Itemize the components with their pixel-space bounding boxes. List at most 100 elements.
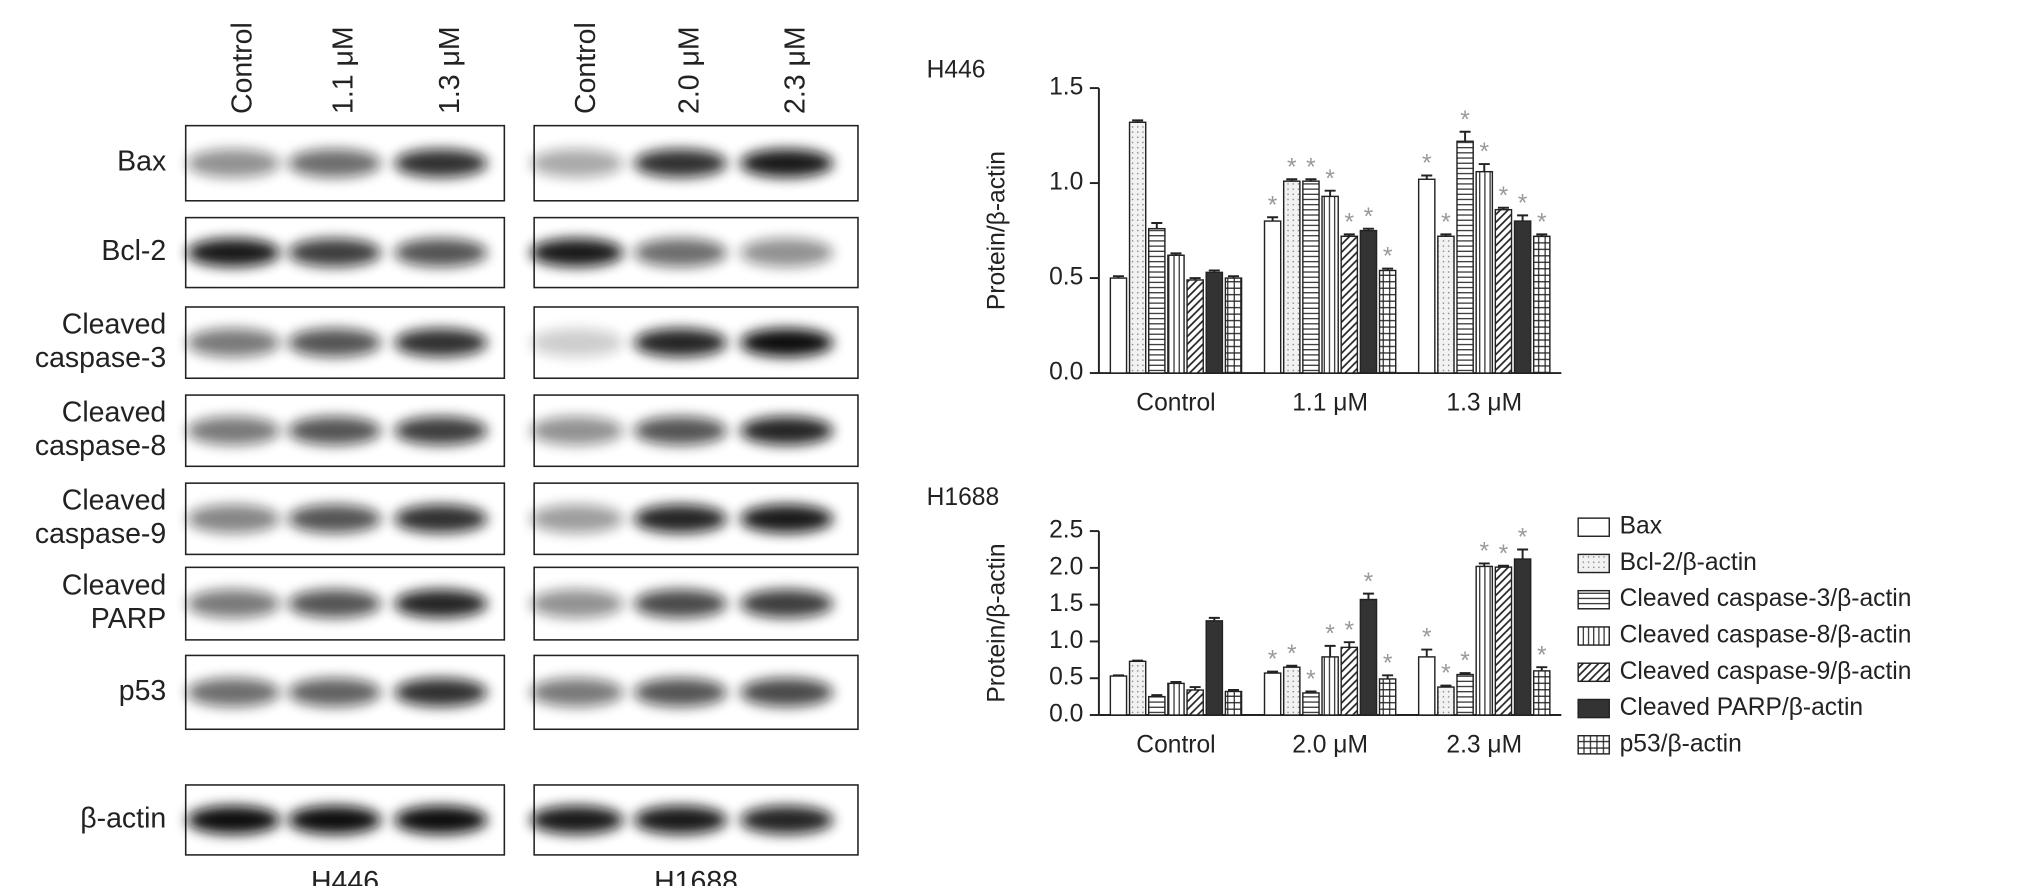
error-bar xyxy=(1305,690,1317,693)
bar xyxy=(1378,678,1397,716)
bar xyxy=(1128,121,1147,374)
blot-band xyxy=(740,416,834,445)
error-bar xyxy=(1112,674,1124,677)
blot-band xyxy=(740,805,834,835)
bar xyxy=(1147,695,1166,716)
significance-star: * xyxy=(1460,648,1470,675)
error-bar xyxy=(1305,178,1317,182)
legend-swatch xyxy=(1577,735,1610,755)
blot-band xyxy=(530,148,624,178)
blot-band xyxy=(633,328,728,357)
error-bar xyxy=(1324,644,1336,657)
significance-star: * xyxy=(1268,647,1278,674)
bar xyxy=(1263,672,1282,716)
bar xyxy=(1224,690,1243,716)
error-bar xyxy=(1189,277,1201,280)
y-axis-label: Protein/β-actin xyxy=(983,151,1010,310)
cell-line-label: H446 xyxy=(311,866,379,886)
blot-band xyxy=(530,238,624,267)
significance-star: * xyxy=(1287,154,1297,181)
significance-star: * xyxy=(1383,650,1393,677)
protein-label: Cleaved xyxy=(62,484,167,516)
error-bar xyxy=(1382,267,1394,271)
legend-swatch xyxy=(1577,553,1610,574)
bar xyxy=(1109,675,1128,716)
significance-star: * xyxy=(1460,107,1470,134)
protein-label: Bax xyxy=(117,146,166,178)
bar xyxy=(1167,254,1185,374)
y-tick-label: 0.0 xyxy=(1049,701,1083,728)
protein-label: β-actin xyxy=(80,802,166,834)
bar xyxy=(1205,271,1224,374)
bar xyxy=(1456,140,1474,374)
bar xyxy=(1282,666,1301,716)
x-tick-label: 1.3 μM xyxy=(1446,390,1522,417)
significance-star: * xyxy=(1518,191,1528,218)
error-bar xyxy=(1170,252,1182,256)
bar xyxy=(1456,673,1474,716)
error-bar xyxy=(1208,616,1220,621)
significance-star: * xyxy=(1344,617,1354,644)
significance-star: * xyxy=(1441,210,1451,237)
x-tick-label: 2.0 μM xyxy=(1292,732,1368,759)
bar xyxy=(1302,692,1320,716)
y-tick-label: 1.0 xyxy=(1049,169,1083,196)
bar xyxy=(1532,235,1551,374)
legend-label: Cleaved caspase-9/β-actin xyxy=(1620,658,1912,685)
error-bar xyxy=(1517,548,1529,560)
error-bar xyxy=(1478,163,1490,172)
blot-band xyxy=(186,148,281,178)
error-bar xyxy=(1343,233,1355,237)
y-tick-label: 2.5 xyxy=(1049,517,1083,544)
error-bar xyxy=(1459,130,1471,142)
legend: Bax Bcl-2/β-actin Cleaved caspase-3/β-acti… xyxy=(1577,513,1912,757)
blot-band xyxy=(530,504,624,534)
blot-band xyxy=(186,238,281,267)
bar xyxy=(1186,689,1204,716)
blot-band xyxy=(530,678,624,707)
y-tick-label: 1.5 xyxy=(1049,74,1083,101)
y-tick-label: 0.5 xyxy=(1049,264,1083,291)
blot-band xyxy=(740,148,834,178)
error-bar xyxy=(1132,119,1144,123)
error-bar xyxy=(1497,564,1509,568)
blot-band xyxy=(288,504,382,534)
x-tick-label: 1.1 μM xyxy=(1292,390,1368,417)
charts: H446 Protein/β-actin 0.0 0.5 1.0 1.5 Control 1.… xyxy=(927,57,1562,759)
error-bar xyxy=(1267,216,1279,222)
blot-band xyxy=(633,416,728,445)
blot-band xyxy=(186,805,281,835)
protein-label: caspase-8 xyxy=(35,430,166,462)
significance-star: * xyxy=(1441,661,1451,688)
significance-star: * xyxy=(1344,210,1354,237)
error-bar xyxy=(1286,664,1298,668)
significance-star: * xyxy=(1287,641,1297,668)
chart-title: H1688 xyxy=(927,484,1000,511)
significance-star: * xyxy=(1364,204,1374,231)
y-tick-label: 2.0 xyxy=(1049,553,1083,580)
legend-label: Bcl-2/β-actin xyxy=(1620,549,1757,576)
blot-band xyxy=(186,328,281,357)
blot-band xyxy=(288,805,382,835)
protein-label: caspase-3 xyxy=(35,342,166,374)
error-bar xyxy=(1324,189,1336,197)
significance-star: * xyxy=(1325,621,1335,648)
blot-band xyxy=(633,589,728,618)
error-bar xyxy=(1517,214,1529,222)
blot-band xyxy=(530,416,624,445)
bar xyxy=(1282,180,1301,374)
error-bar xyxy=(1362,592,1374,600)
protein-label: Cleaved xyxy=(62,396,167,428)
y-axis-label: Protein/β-actin xyxy=(983,543,1010,702)
protein-label: caspase-9 xyxy=(35,518,166,550)
legend-label: Bax xyxy=(1620,513,1663,540)
blot-band xyxy=(288,238,382,267)
significance-star: * xyxy=(1422,151,1432,178)
blot-band xyxy=(394,504,488,534)
error-bar xyxy=(1112,275,1124,279)
blot-band xyxy=(394,148,488,178)
blot-band xyxy=(740,678,834,707)
legend-label: Cleaved PARP/β-actin xyxy=(1620,694,1864,721)
lane-label: 2.0 μM xyxy=(673,26,705,114)
significance-star: * xyxy=(1306,667,1316,694)
